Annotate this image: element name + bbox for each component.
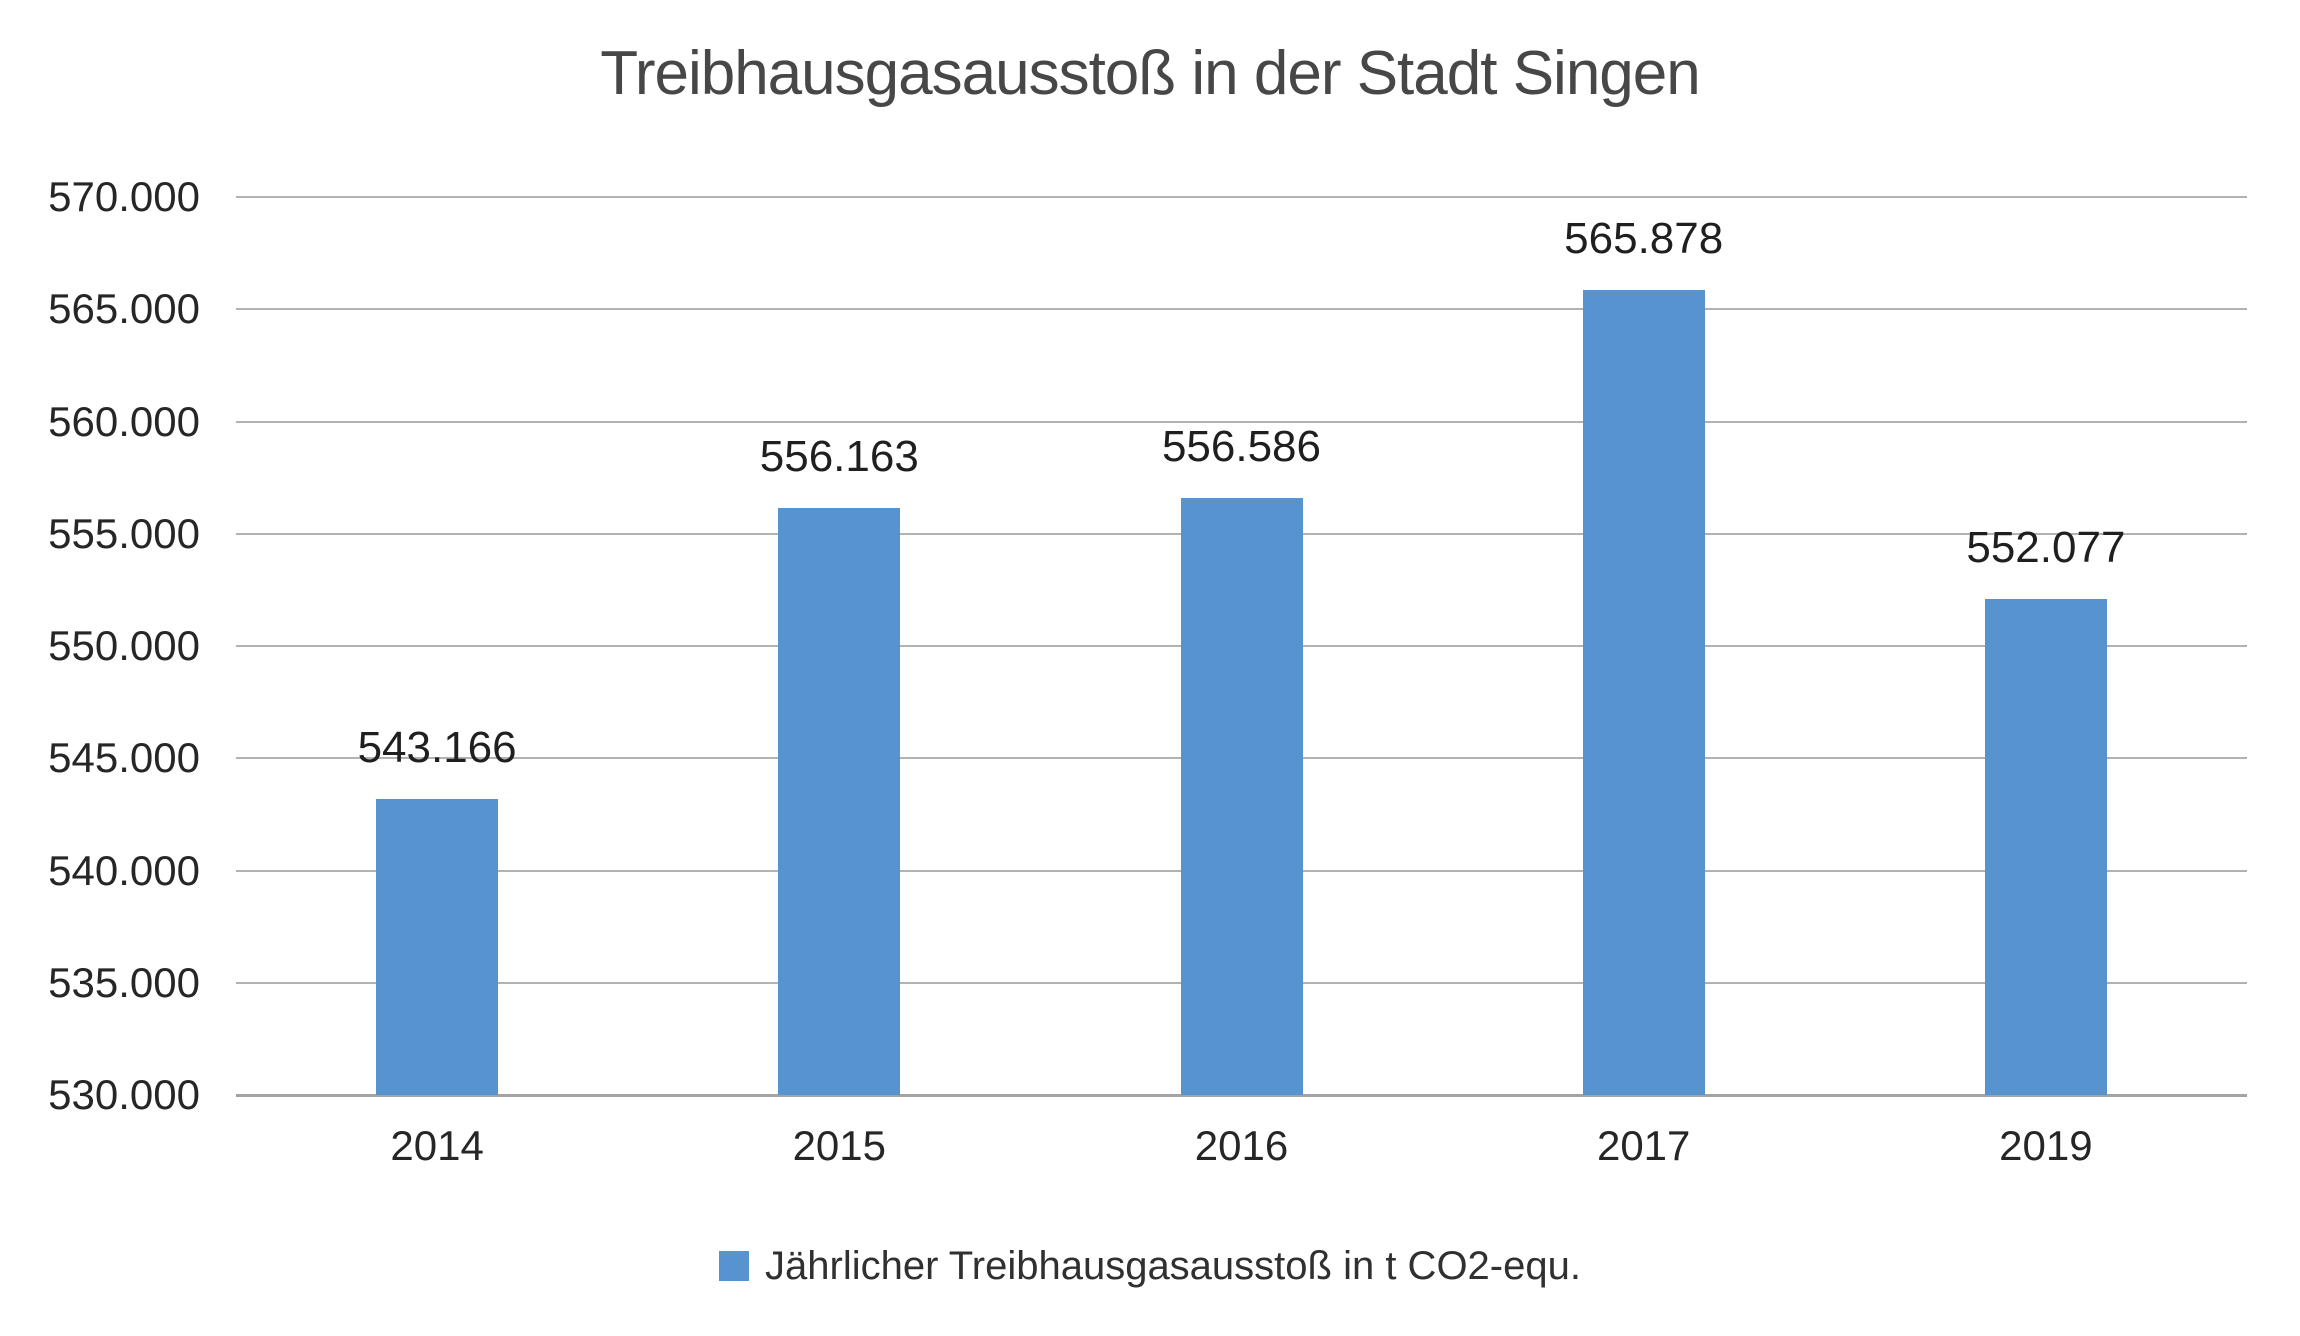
y-tick-label-560.000: 560.000: [48, 397, 200, 445]
gridline-565.000: [236, 308, 2247, 311]
legend-marker-icon: [719, 1251, 750, 1281]
y-tick-label-570.000: 570.000: [48, 173, 200, 220]
bar-2015: [778, 507, 901, 1095]
bar-2019: [1984, 599, 2107, 1095]
bar-value-label-2019: 552.077: [1966, 523, 2126, 573]
bar-value-label-2017: 565.878: [1564, 213, 1724, 263]
chart-title: Treibhausgasausstoß in der Stadt Singen: [600, 39, 1701, 108]
bar-2016: [1180, 498, 1303, 1095]
bar-value-label-2015: 556.163: [759, 431, 919, 481]
gridline-570.000: [236, 196, 2247, 198]
y-tick-label-545.000: 545.000: [48, 734, 200, 782]
bar-value-label-2014: 543.166: [357, 723, 517, 773]
plot-area: 543.166 556.163 556.586 565.878 552.077: [236, 196, 2247, 1097]
bar-2014: [376, 799, 499, 1095]
y-tick-label-565.000: 565.000: [48, 285, 200, 333]
x-tick-label-2016: 2016: [1194, 1122, 1289, 1169]
legend-label: Jährlicher Treibhausgasausstoß in t CO2-…: [765, 1243, 1581, 1288]
gridline-560.000: [236, 420, 2247, 423]
x-axis: 2014 2015 2016 2017 2019: [236, 1122, 2247, 1182]
y-tick-label-550.000: 550.000: [48, 622, 200, 669]
bar-2017: [1582, 289, 1705, 1095]
x-tick-label-2017: 2017: [1596, 1122, 1691, 1169]
y-tick-label-535.000: 535.000: [48, 958, 200, 1006]
y-tick-label-540.000: 540.000: [48, 846, 200, 894]
y-tick-label-530.000: 530.000: [48, 1071, 200, 1118]
x-tick-label-2014: 2014: [390, 1122, 484, 1169]
bar-value-label-2016: 556.586: [1161, 422, 1322, 472]
y-axis: 570.000 565.000 560.000 555.000 550.000 545.0…: [0, 175, 200, 1117]
x-axis-line: [236, 1094, 2247, 1097]
legend: Jährlicher Treibhausgasausstoß in t CO2-…: [0, 1240, 2300, 1292]
x-tick-label-2019: 2019: [1999, 1122, 2093, 1169]
x-tick-label-2015: 2015: [792, 1122, 886, 1169]
y-tick-label-555.000: 555.000: [48, 509, 200, 557]
